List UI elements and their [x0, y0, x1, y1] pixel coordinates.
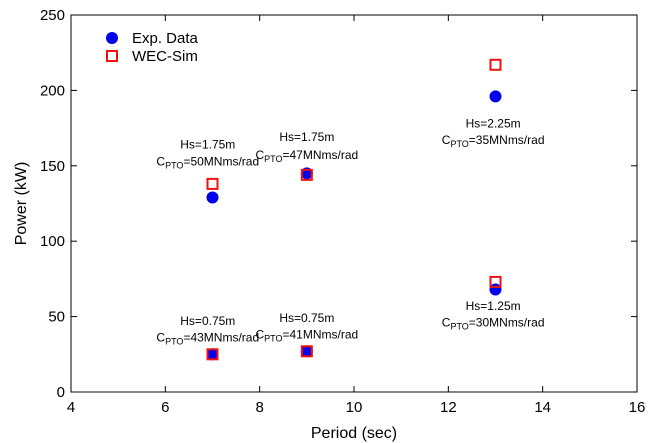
exp-data-point	[300, 345, 313, 358]
annotation-cpto: CPTO=47MNms/rad	[255, 148, 358, 164]
wec-sim-point	[489, 275, 502, 288]
legend-label-exp-data: Exp. Data	[132, 30, 199, 47]
x-tick-label: 4	[67, 399, 75, 416]
legend-marker-exp-data	[106, 32, 118, 44]
y-tick-label: 150	[40, 158, 65, 175]
y-axis-label: Power (kW)	[13, 162, 30, 246]
x-tick-label: 12	[440, 399, 457, 416]
x-axis-label: Period (sec)	[311, 425, 397, 442]
annotation-hs: Hs=0.75m	[279, 311, 334, 325]
y-tick-label: 0	[57, 384, 65, 401]
y-tick-label: 50	[48, 309, 65, 326]
annotation-cpto-value: =43MNms/rad	[183, 331, 259, 345]
axis-ticks-group: 4 6 8 10 12 14 16 0 50 100 150 200 250	[40, 7, 645, 416]
annotation-cpto-symbol: C	[156, 331, 165, 345]
x-tick-label: 10	[346, 399, 363, 416]
annotation-hs: Hs=2.25m	[466, 117, 521, 131]
annotation-cpto-subscript: PTO	[264, 154, 282, 164]
wec-sim-point	[206, 177, 219, 190]
annotation-cpto-subscript: PTO	[450, 139, 468, 149]
annotation-cpto: CPTO=30MNms/rad	[442, 316, 545, 332]
x-tick-label: 6	[161, 399, 169, 416]
annotation-hs: Hs=1.25m	[466, 299, 521, 313]
legend-marker-wec-sim	[106, 50, 118, 62]
exp-data-point	[206, 191, 219, 204]
wec-sim-point	[489, 58, 502, 71]
legend-label-wec-sim: WEC-Sim	[132, 48, 198, 65]
y-tick-label: 200	[40, 82, 65, 99]
y-tick-label: 250	[40, 7, 65, 24]
wec-sim-point	[206, 348, 219, 361]
annotation-cpto-symbol: C	[442, 133, 451, 147]
annotations-group: Hs=1.75mCPTO=50MNms/radHs=1.75mCPTO=47MN…	[156, 117, 544, 347]
annotation-cpto-value: =50MNms/rad	[183, 154, 259, 168]
annotation-cpto-symbol: C	[255, 148, 264, 162]
y-tick-label: 100	[40, 233, 65, 250]
annotation-cpto: CPTO=35MNms/rad	[442, 133, 545, 149]
annotation-cpto-subscript: PTO	[165, 337, 183, 347]
annotation-cpto-subscript: PTO	[165, 160, 183, 170]
x-tick-label: 16	[629, 399, 646, 416]
wec-sim-point	[300, 168, 313, 181]
annotation-hs: Hs=0.75m	[180, 314, 235, 328]
x-tick-label: 14	[534, 399, 551, 416]
annotation-cpto-symbol: C	[442, 316, 451, 330]
annotation-hs: Hs=1.75m	[279, 130, 334, 144]
x-tick-label: 8	[255, 399, 263, 416]
annotation-cpto-symbol: C	[255, 328, 264, 342]
annotation-cpto-symbol: C	[156, 154, 165, 168]
annotation-cpto: CPTO=43MNms/rad	[156, 331, 259, 347]
exp-data-point	[489, 90, 502, 103]
annotation-cpto-subscript: PTO	[450, 322, 468, 332]
annotation-cpto-value: =41MNms/rad	[282, 328, 358, 342]
data-points-group	[206, 58, 502, 361]
annotation-cpto: CPTO=50MNms/rad	[156, 154, 259, 170]
exp-data-point	[206, 348, 219, 361]
annotation-hs: Hs=1.75m	[180, 138, 235, 152]
annotation-cpto-subscript: PTO	[264, 334, 282, 344]
annotation-cpto-value: =30MNms/rad	[469, 316, 545, 330]
wec-sim-point	[300, 345, 313, 358]
annotation-cpto-value: =47MNms/rad	[282, 148, 358, 162]
annotation-cpto-value: =35MNms/rad	[469, 133, 545, 147]
annotation-cpto: CPTO=41MNms/rad	[255, 328, 358, 344]
